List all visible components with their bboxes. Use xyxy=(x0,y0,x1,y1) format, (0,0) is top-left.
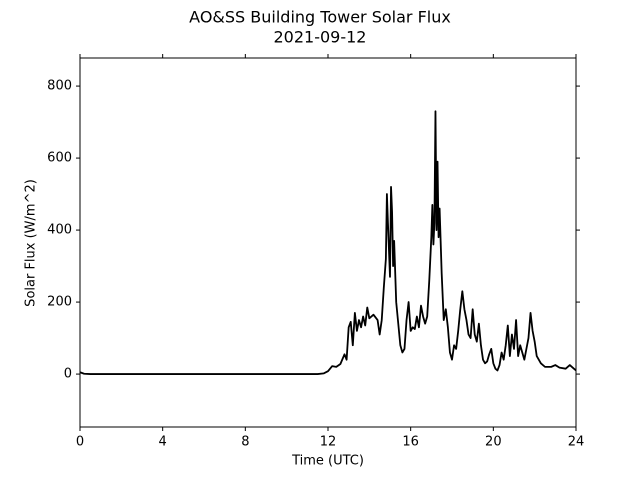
x-tick-label: 20 xyxy=(485,435,502,450)
chart-subtitle: 2021-09-12 xyxy=(274,28,367,47)
x-axis-label: Time (UTC) xyxy=(291,454,364,469)
y-tick-label: 800 xyxy=(47,79,72,94)
y-tick-label: 400 xyxy=(47,223,72,238)
y-tick-label: 600 xyxy=(47,151,72,166)
line xyxy=(79,110,577,375)
x-tick-label: 0 xyxy=(76,435,84,450)
x-tick-label: 24 xyxy=(568,435,585,450)
x-tick-label: 8 xyxy=(241,435,249,450)
y-axis-label: Solar Flux (W/m^2) xyxy=(24,179,39,307)
x-tick-label: 16 xyxy=(402,435,419,450)
x-tick-label: 4 xyxy=(159,435,167,450)
y-tick-label: 0 xyxy=(64,367,72,382)
plot-frame xyxy=(79,57,577,428)
y-tick-label: 200 xyxy=(47,295,72,310)
x-tick-label: 12 xyxy=(320,435,337,450)
chart-title: AO&SS Building Tower Solar Flux xyxy=(189,8,451,27)
